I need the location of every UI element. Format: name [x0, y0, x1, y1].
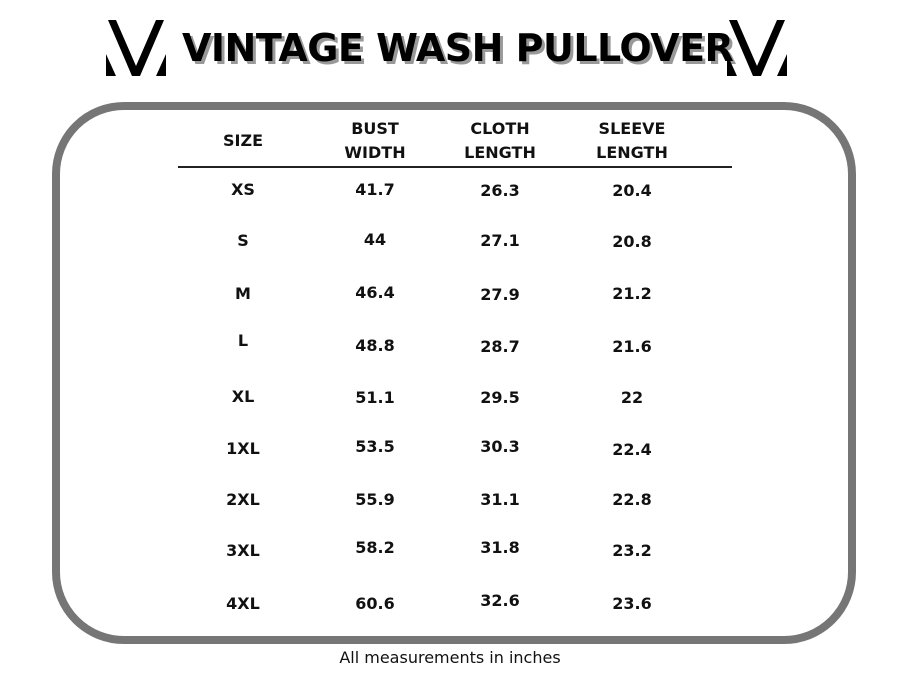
column-header: BUST WIDTH: [305, 117, 445, 165]
size-label: M: [235, 284, 251, 303]
size-label: 3XL: [226, 541, 260, 560]
measurement-cell: 60.6: [355, 594, 395, 613]
size-label: XL: [231, 387, 255, 406]
header-line: LENGTH: [596, 143, 668, 162]
measurement-cell: 31.8: [480, 538, 520, 557]
measurement-cell: 26.3: [480, 181, 520, 200]
measurement-cell: 22.8: [612, 490, 652, 509]
header-line: SIZE: [222, 131, 263, 150]
measurement-cell: 51.1: [355, 388, 395, 407]
size-label: 1XL: [226, 439, 260, 458]
measurement-cell: 21.2: [612, 284, 652, 303]
size-label: 2XL: [226, 490, 260, 509]
measurement-cell: 30.3: [480, 437, 520, 456]
measurement-cell: 41.7: [355, 180, 395, 199]
measurement-cell: 27.9: [480, 285, 520, 304]
header-divider: [178, 166, 732, 168]
measurement-cell: 22: [620, 388, 644, 407]
measurement-cell: 46.4: [355, 283, 395, 302]
size-label: XS: [231, 180, 255, 199]
column-header: SIZE: [173, 129, 313, 153]
header-line: WIDTH: [344, 143, 406, 162]
size-label: 4XL: [226, 594, 260, 613]
column-header: SLEEVE LENGTH: [562, 117, 702, 165]
measurement-cell: 58.2: [355, 538, 395, 557]
measurement-cell: 23.6: [612, 594, 652, 613]
header-line: BUST: [351, 119, 399, 138]
measurement-cell: 28.7: [480, 337, 520, 356]
measurement-cell: 53.5: [355, 437, 395, 456]
logo-icon: [727, 20, 787, 76]
header-line: LENGTH: [464, 143, 536, 162]
size-label: S: [237, 231, 249, 250]
size-label: L: [237, 331, 249, 350]
measurement-cell: 22.4: [612, 440, 652, 459]
column-header: CLOTH LENGTH: [430, 117, 570, 165]
measurement-cell: 21.6: [612, 337, 652, 356]
logo-icon: [106, 20, 166, 76]
header-line: SLEEVE: [598, 119, 666, 138]
table-frame: [52, 102, 856, 644]
page-title: VINTAGE WASH PULLOVER: [182, 26, 734, 70]
measurement-cell: 29.5: [480, 388, 520, 407]
measurement-cell: 20.8: [612, 232, 652, 251]
measurement-cell: 31.1: [480, 490, 520, 509]
measurement-cell: 27.1: [480, 231, 520, 250]
measurement-cell: 20.4: [612, 181, 652, 200]
measurement-cell: 55.9: [355, 490, 395, 509]
footnote: All measurements in inches: [339, 648, 561, 667]
header: VINTAGE WASH PULLOVER: [0, 14, 900, 84]
measurement-cell: 32.6: [480, 591, 520, 610]
measurement-cell: 44: [363, 230, 387, 249]
header-line: CLOTH: [470, 119, 530, 138]
measurement-cell: 23.2: [612, 541, 652, 560]
measurement-cell: 48.8: [355, 336, 395, 355]
